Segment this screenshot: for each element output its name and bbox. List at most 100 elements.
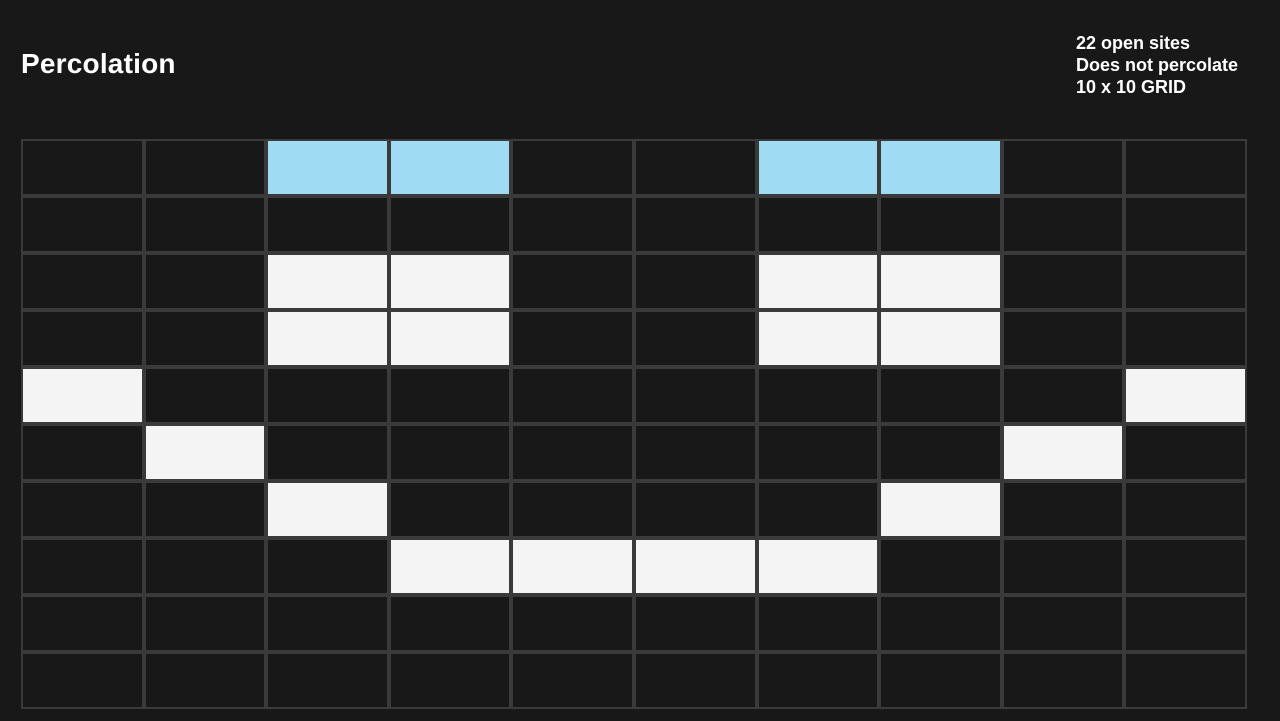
grid-cell-blocked[interactable] [1126,654,1245,707]
grid-cell-blocked[interactable] [758,483,878,536]
grid-cell-blocked[interactable] [635,654,755,707]
grid-cell-blocked[interactable] [145,198,265,251]
grid-cell-open[interactable] [390,540,510,593]
grid-cell-blocked[interactable] [23,597,142,650]
grid-cell-open[interactable] [881,312,1000,365]
grid-cell-open[interactable] [881,255,1000,308]
grid-cell-blocked[interactable] [635,597,755,650]
grid-cell-blocked[interactable] [145,255,265,308]
grid-cell-blocked[interactable] [635,312,755,365]
grid-cell-blocked[interactable] [1003,198,1123,251]
grid-cell-blocked[interactable] [390,597,510,650]
grid-cell-full[interactable] [758,141,878,194]
grid-cell-open[interactable] [390,312,510,365]
grid-cell-blocked[interactable] [23,540,142,593]
grid-cell-blocked[interactable] [1126,312,1245,365]
grid-cell-full[interactable] [881,141,1000,194]
grid-cell-open[interactable] [758,255,878,308]
grid-cell-blocked[interactable] [758,198,878,251]
grid-cell-blocked[interactable] [1126,426,1245,479]
grid-cell-blocked[interactable] [758,654,878,707]
grid-cell-blocked[interactable] [881,369,1000,422]
grid-cell-blocked[interactable] [1003,312,1123,365]
grid-cell-open[interactable] [145,426,265,479]
grid-cell-open[interactable] [23,369,142,422]
grid-cell-full[interactable] [268,141,387,194]
grid-cell-blocked[interactable] [390,198,510,251]
grid-cell-blocked[interactable] [390,426,510,479]
grid-cell-blocked[interactable] [390,483,510,536]
grid-cell-blocked[interactable] [881,540,1000,593]
grid-cell-blocked[interactable] [881,654,1000,707]
grid-cell-blocked[interactable] [513,141,632,194]
grid-cell-blocked[interactable] [1003,597,1123,650]
grid-cell-blocked[interactable] [513,654,632,707]
grid-cell-blocked[interactable] [1126,597,1245,650]
grid-cell-open[interactable] [1003,426,1123,479]
grid-cell-blocked[interactable] [513,255,632,308]
grid-cell-blocked[interactable] [145,312,265,365]
grid-cell-blocked[interactable] [1003,255,1123,308]
grid-cell-blocked[interactable] [635,426,755,479]
grid-cell-blocked[interactable] [758,426,878,479]
grid-cell-blocked[interactable] [1126,483,1245,536]
grid-cell-blocked[interactable] [23,312,142,365]
grid-cell-blocked[interactable] [635,483,755,536]
grid-cell-blocked[interactable] [23,654,142,707]
grid-cell-blocked[interactable] [513,198,632,251]
grid-cell-blocked[interactable] [1003,540,1123,593]
grid-cell-blocked[interactable] [268,198,387,251]
grid-cell-blocked[interactable] [145,141,265,194]
grid-cell-open[interactable] [390,255,510,308]
grid-cell-blocked[interactable] [513,483,632,536]
grid-cell-blocked[interactable] [145,654,265,707]
grid-cell-open[interactable] [268,483,387,536]
grid-cell-open[interactable] [758,540,878,593]
grid-cell-blocked[interactable] [1003,483,1123,536]
grid-cell-open[interactable] [268,255,387,308]
grid-cell-open[interactable] [513,540,632,593]
grid-cell-full[interactable] [390,141,510,194]
grid-cell-open[interactable] [268,312,387,365]
grid-cell-blocked[interactable] [881,597,1000,650]
grid-cell-blocked[interactable] [268,654,387,707]
grid-cell-blocked[interactable] [513,369,632,422]
grid-cell-blocked[interactable] [23,255,142,308]
grid-cell-blocked[interactable] [268,426,387,479]
grid-cell-blocked[interactable] [1003,654,1123,707]
grid-cell-blocked[interactable] [268,597,387,650]
grid-cell-blocked[interactable] [1126,141,1245,194]
grid-cell-blocked[interactable] [758,597,878,650]
grid-cell-blocked[interactable] [1126,198,1245,251]
grid-cell-open[interactable] [758,312,878,365]
grid-cell-blocked[interactable] [881,198,1000,251]
grid-cell-blocked[interactable] [268,369,387,422]
grid-cell-blocked[interactable] [513,312,632,365]
grid-cell-blocked[interactable] [145,483,265,536]
grid-cell-blocked[interactable] [635,198,755,251]
grid-cell-open[interactable] [1126,369,1245,422]
grid-cell-blocked[interactable] [758,369,878,422]
grid-cell-blocked[interactable] [23,426,142,479]
grid-cell-open[interactable] [635,540,755,593]
grid-cell-blocked[interactable] [513,597,632,650]
grid-cell-blocked[interactable] [268,540,387,593]
grid-cell-blocked[interactable] [145,540,265,593]
grid-cell-blocked[interactable] [635,369,755,422]
grid-cell-open[interactable] [881,483,1000,536]
grid-cell-blocked[interactable] [390,369,510,422]
grid-cell-blocked[interactable] [390,654,510,707]
grid-cell-blocked[interactable] [145,369,265,422]
grid-cell-blocked[interactable] [23,198,142,251]
grid-cell-blocked[interactable] [1126,255,1245,308]
grid-cell-blocked[interactable] [635,141,755,194]
grid-cell-blocked[interactable] [23,141,142,194]
grid-cell-blocked[interactable] [1003,369,1123,422]
grid-cell-blocked[interactable] [23,483,142,536]
grid-cell-blocked[interactable] [1003,141,1123,194]
grid-cell-blocked[interactable] [513,426,632,479]
grid-cell-blocked[interactable] [635,255,755,308]
grid-cell-blocked[interactable] [145,597,265,650]
grid-cell-blocked[interactable] [881,426,1000,479]
grid-cell-blocked[interactable] [1126,540,1245,593]
